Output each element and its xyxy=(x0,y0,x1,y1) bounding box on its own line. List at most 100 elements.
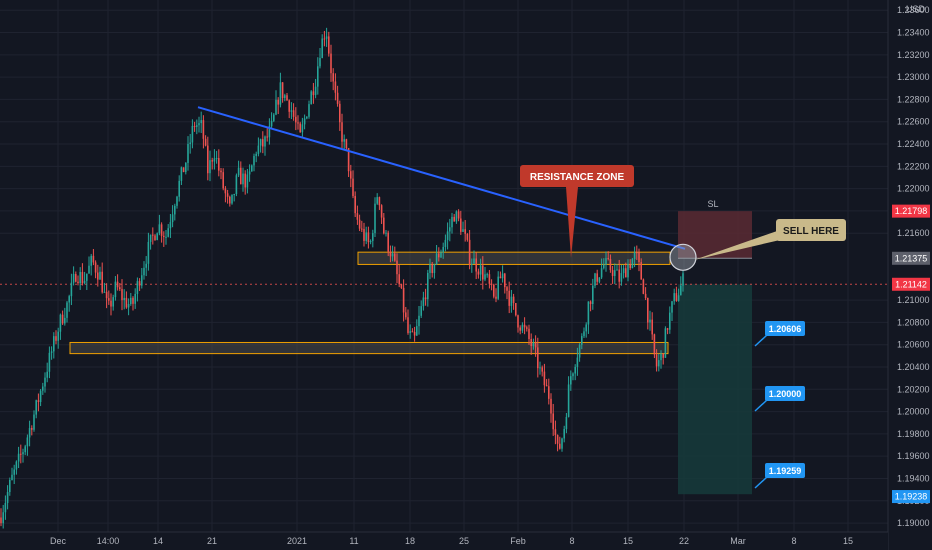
resistance-callout[interactable] xyxy=(520,165,634,187)
candle-body xyxy=(473,258,475,264)
candle-body xyxy=(24,446,26,453)
resistance-zone-box[interactable] xyxy=(357,251,671,265)
candle-body xyxy=(209,160,211,174)
candle-body xyxy=(308,104,310,117)
candle-body xyxy=(281,82,284,99)
candle-body xyxy=(237,167,240,176)
time-tick-label: Mar xyxy=(730,536,746,546)
candle-body xyxy=(231,194,233,204)
entry-circle[interactable] xyxy=(669,243,697,271)
candle-body xyxy=(13,469,15,475)
candle-body xyxy=(504,273,506,288)
candle-body xyxy=(286,95,288,101)
candle-body xyxy=(383,217,385,234)
support-zone-box[interactable] xyxy=(69,341,669,355)
price-tick-label: 1.20800 xyxy=(897,317,930,327)
trendline[interactable] xyxy=(197,106,686,250)
candle-body xyxy=(70,282,73,297)
time-axis[interactable]: Dec 14:00 14 21 2021 11 18 25 Feb 8 15 22 Mar 8 15 xyxy=(0,531,888,550)
candle-body xyxy=(136,281,139,294)
price-tag[interactable] xyxy=(892,277,930,291)
candle-body xyxy=(486,274,488,276)
price-tick-label: 1.21000 xyxy=(897,295,930,305)
candle-body xyxy=(429,264,431,273)
candle-body xyxy=(292,110,295,117)
price-tick-label: 1.22200 xyxy=(897,161,930,171)
candle-body xyxy=(101,271,103,293)
candle-body xyxy=(352,178,354,197)
sell-callout[interactable] xyxy=(776,219,846,241)
candle-body xyxy=(28,428,31,438)
candle-body xyxy=(145,263,147,268)
price-axis[interactable]: USD1.190001.192001.194001.196001.198001.… xyxy=(887,0,932,550)
candle-body xyxy=(512,296,515,304)
price-tag[interactable] xyxy=(892,204,930,218)
candle-body xyxy=(81,272,84,284)
candle-body xyxy=(378,197,381,206)
candle-body xyxy=(158,224,161,234)
price-tag[interactable] xyxy=(892,490,930,504)
candle-body xyxy=(631,258,634,269)
candle-body xyxy=(541,367,543,372)
price-tick-label: 1.21600 xyxy=(897,228,930,238)
candle-body xyxy=(268,126,271,138)
candle-body xyxy=(559,443,561,449)
price-tag[interactable] xyxy=(892,251,930,265)
candle-body xyxy=(284,95,286,99)
candle-body xyxy=(345,139,348,149)
candle-body xyxy=(539,367,541,369)
candle-body xyxy=(402,287,405,313)
position-tool[interactable] xyxy=(0,211,888,495)
candle-body xyxy=(658,360,660,367)
candle-body xyxy=(270,120,273,127)
candle-body xyxy=(391,253,394,257)
candle-body xyxy=(453,216,455,222)
candle-body xyxy=(226,193,229,197)
candle-body xyxy=(180,167,183,181)
candle-body xyxy=(671,301,673,313)
candle-body xyxy=(521,324,524,331)
candle-body xyxy=(642,279,645,294)
candle-body xyxy=(79,272,81,284)
candle-body xyxy=(565,416,568,429)
annotations[interactable]: RESISTANCE ZONE SELL HERE SL 1.20606 1.20000… xyxy=(520,165,846,489)
candle-body xyxy=(156,233,158,241)
candle-body xyxy=(149,234,152,242)
zones[interactable] xyxy=(69,251,671,355)
candle-body xyxy=(433,264,436,274)
target-tag[interactable] xyxy=(765,463,805,478)
candle-body xyxy=(664,328,667,358)
candle-body xyxy=(169,222,172,229)
candle-body xyxy=(97,272,99,280)
target-tag[interactable] xyxy=(765,321,805,336)
price-tag-label: 1.21142 xyxy=(895,279,927,289)
candle-body xyxy=(314,86,317,96)
candle-body xyxy=(444,239,447,247)
candle-body xyxy=(121,289,123,301)
candle-body xyxy=(218,158,220,171)
price-tick-label: 1.23000 xyxy=(897,72,930,82)
candle-body xyxy=(189,142,191,144)
candle-body xyxy=(598,277,601,282)
candle-body xyxy=(374,203,376,234)
candle-body xyxy=(550,398,552,414)
stop-loss-area[interactable] xyxy=(678,211,752,259)
candle-body xyxy=(532,342,535,347)
take-profit-area[interactable] xyxy=(678,284,752,495)
candle-body xyxy=(343,139,345,142)
candle-body xyxy=(640,262,642,280)
target-tag[interactable] xyxy=(765,386,805,401)
candle-body xyxy=(202,120,205,139)
trendline[interactable] xyxy=(197,106,686,250)
candle-body xyxy=(561,438,563,449)
sl-label: SL xyxy=(707,199,718,209)
candle-body xyxy=(266,136,268,138)
time-tick-label: 15 xyxy=(623,536,633,546)
target-pointer xyxy=(754,476,768,489)
candle-body xyxy=(673,293,675,302)
candle-body xyxy=(482,265,484,280)
candle-body xyxy=(567,384,570,417)
candle-body xyxy=(39,390,42,402)
candle-body xyxy=(224,188,227,194)
